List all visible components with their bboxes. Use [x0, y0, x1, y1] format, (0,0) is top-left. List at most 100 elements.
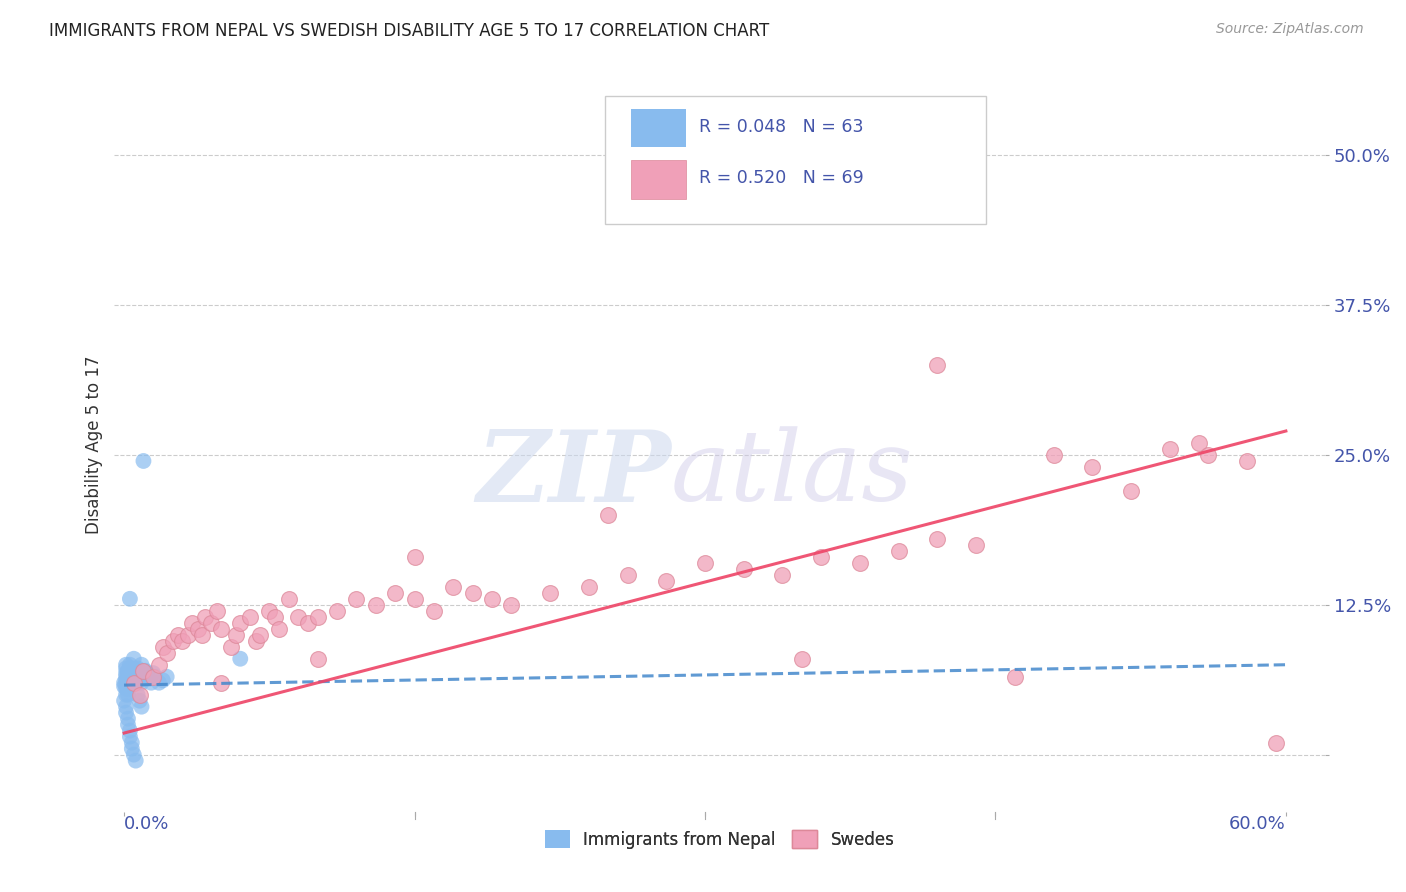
- Point: [307, 652, 329, 666]
- Point: [132, 664, 155, 678]
- Point: [127, 661, 149, 675]
- Point: [810, 549, 832, 564]
- Point: [148, 675, 170, 690]
- Point: [152, 640, 174, 654]
- Point: [190, 628, 212, 642]
- Point: [346, 591, 368, 606]
- Point: [128, 688, 150, 702]
- Point: [200, 615, 222, 630]
- Point: [115, 688, 138, 702]
- Point: [404, 591, 426, 606]
- Point: [122, 661, 145, 675]
- Point: [143, 670, 166, 684]
- Point: [927, 358, 949, 372]
- Point: [132, 666, 155, 681]
- Point: [118, 675, 141, 690]
- Point: [209, 675, 232, 690]
- Point: [167, 628, 190, 642]
- Point: [205, 604, 228, 618]
- Point: [307, 609, 329, 624]
- Point: [118, 730, 141, 744]
- Point: [245, 633, 267, 648]
- Point: [1119, 483, 1142, 498]
- Point: [132, 670, 155, 684]
- Text: atlas: atlas: [671, 426, 914, 522]
- Point: [115, 673, 138, 688]
- Point: [128, 694, 150, 708]
- Point: [128, 664, 150, 678]
- Point: [132, 454, 155, 468]
- Point: [117, 681, 139, 696]
- Point: [849, 556, 872, 570]
- Point: [121, 675, 143, 690]
- Point: [117, 664, 139, 678]
- Point: [830, 148, 852, 162]
- Point: [616, 567, 638, 582]
- Text: R = 0.520   N = 69: R = 0.520 N = 69: [699, 169, 863, 187]
- Point: [131, 675, 153, 690]
- Point: [219, 640, 242, 654]
- Point: [264, 609, 287, 624]
- Point: [112, 694, 135, 708]
- Point: [225, 628, 247, 642]
- Point: [249, 628, 271, 642]
- Point: [1042, 448, 1064, 462]
- Point: [118, 657, 141, 672]
- Point: [277, 591, 299, 606]
- Point: [1159, 442, 1181, 456]
- Point: [121, 670, 143, 684]
- Point: [117, 717, 139, 731]
- Point: [326, 604, 349, 618]
- Point: [115, 666, 138, 681]
- Point: [156, 646, 179, 660]
- Point: [142, 666, 165, 681]
- Point: [131, 699, 153, 714]
- Point: [578, 580, 600, 594]
- Point: [121, 736, 143, 750]
- Text: R = 0.048   N = 63: R = 0.048 N = 63: [699, 118, 863, 136]
- Point: [404, 549, 426, 564]
- Text: Source: ZipAtlas.com: Source: ZipAtlas.com: [1216, 22, 1364, 37]
- Point: [267, 622, 290, 636]
- Point: [194, 609, 217, 624]
- Point: [172, 633, 194, 648]
- Point: [187, 622, 209, 636]
- Point: [118, 591, 141, 606]
- Bar: [631, 161, 686, 199]
- Point: [127, 670, 149, 684]
- Point: [259, 604, 281, 618]
- Text: IMMIGRANTS FROM NEPAL VS SWEDISH DISABILITY AGE 5 TO 17 CORRELATION CHART: IMMIGRANTS FROM NEPAL VS SWEDISH DISABIL…: [49, 22, 769, 40]
- Point: [117, 688, 139, 702]
- Point: [461, 586, 484, 600]
- Point: [115, 681, 138, 696]
- Bar: [631, 109, 686, 147]
- Point: [122, 670, 145, 684]
- Point: [162, 633, 184, 648]
- Point: [115, 657, 138, 672]
- Point: [297, 615, 319, 630]
- Point: [1197, 448, 1219, 462]
- Point: [125, 666, 148, 681]
- Text: 0.0%: 0.0%: [124, 814, 170, 832]
- Point: [117, 712, 139, 726]
- Point: [239, 609, 262, 624]
- Point: [1265, 736, 1288, 750]
- Point: [965, 538, 987, 552]
- Point: [118, 670, 141, 684]
- Point: [1188, 436, 1211, 450]
- Text: 60.0%: 60.0%: [1229, 814, 1286, 832]
- Point: [136, 666, 159, 681]
- Point: [141, 675, 163, 690]
- Point: [209, 622, 232, 636]
- Point: [538, 586, 561, 600]
- Point: [384, 586, 406, 600]
- Point: [134, 664, 156, 678]
- Point: [122, 652, 145, 666]
- Point: [125, 675, 148, 690]
- Point: [152, 673, 174, 688]
- Point: [112, 675, 135, 690]
- Point: [364, 598, 387, 612]
- Point: [156, 670, 179, 684]
- Point: [122, 675, 145, 690]
- Point: [127, 688, 149, 702]
